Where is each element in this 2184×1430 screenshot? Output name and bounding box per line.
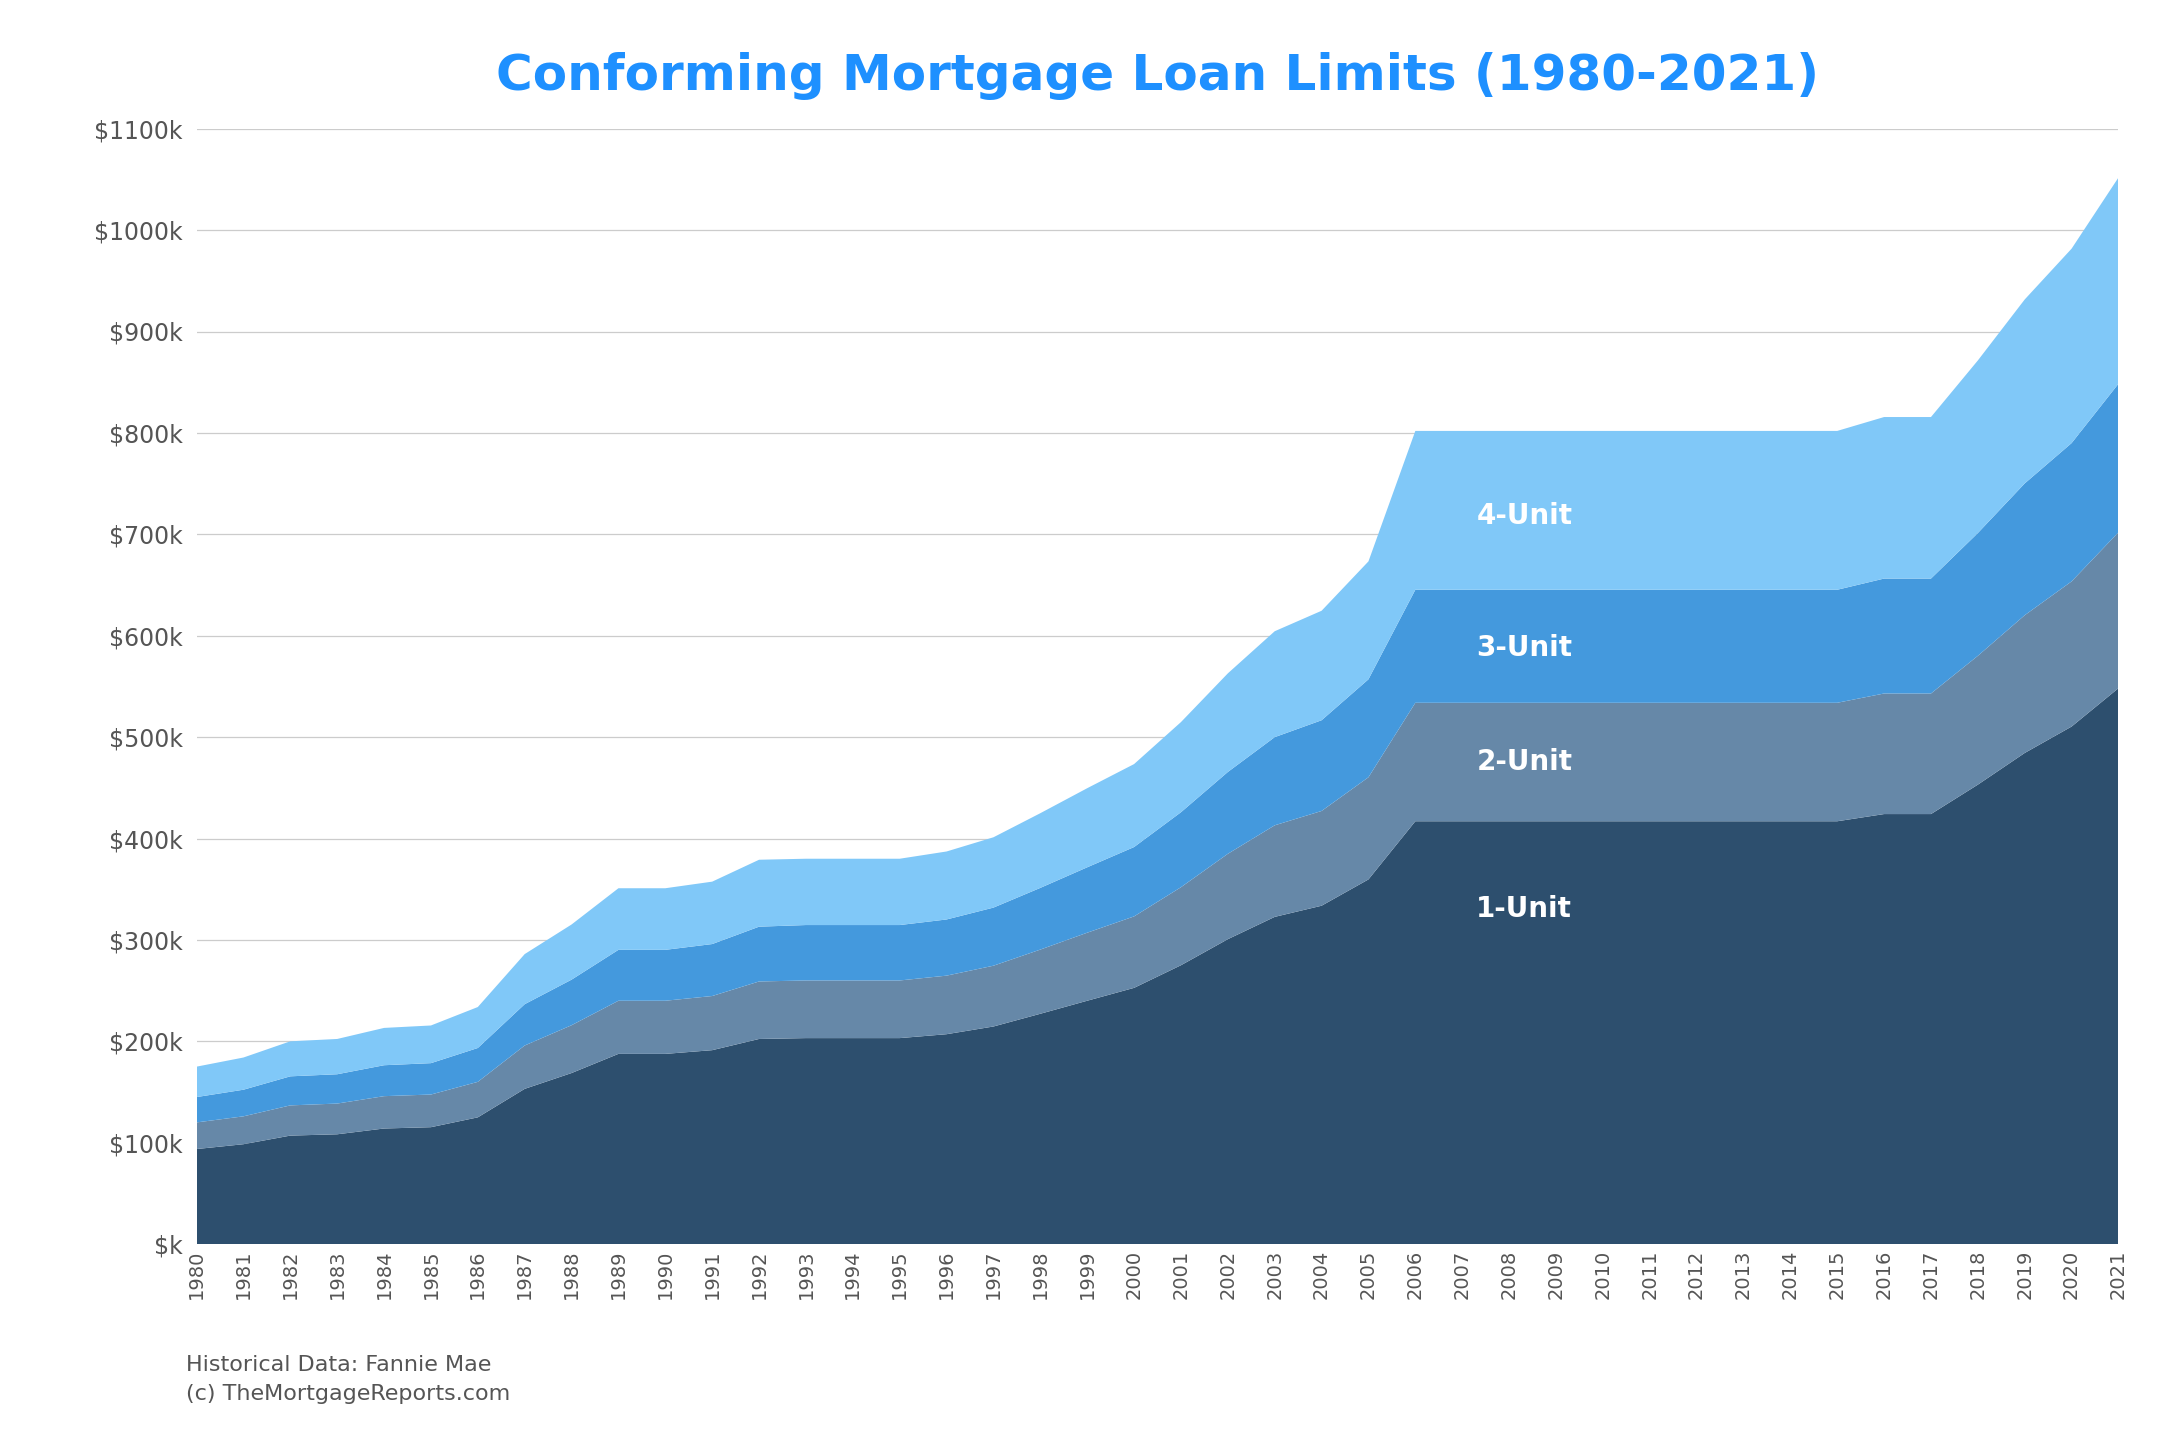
Text: 4-Unit: 4-Unit	[1476, 502, 1572, 531]
Text: 2-Unit: 2-Unit	[1476, 748, 1572, 776]
Text: 3-Unit: 3-Unit	[1476, 633, 1572, 662]
Title: Conforming Mortgage Loan Limits (1980-2021): Conforming Mortgage Loan Limits (1980-20…	[496, 51, 1819, 100]
Text: 1-Unit: 1-Unit	[1476, 895, 1572, 924]
Text: Historical Data: Fannie Mae
(c) TheMortgageReports.com: Historical Data: Fannie Mae (c) TheMortg…	[186, 1354, 509, 1404]
